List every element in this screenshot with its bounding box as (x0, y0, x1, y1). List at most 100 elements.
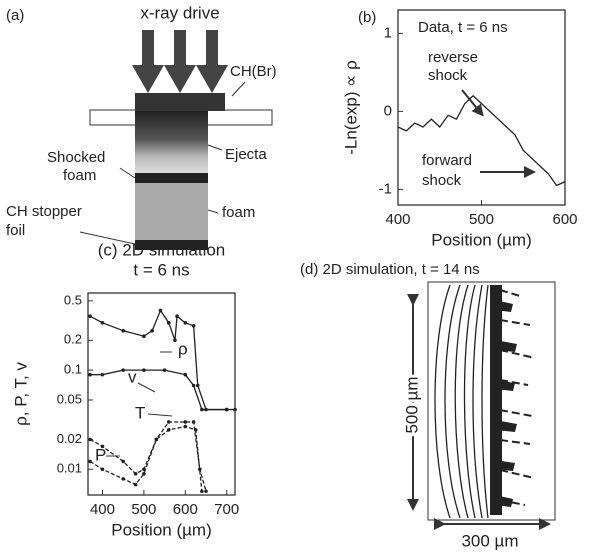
ejecta-label: Ejecta (225, 146, 267, 163)
data-point (195, 383, 200, 388)
data-point (191, 383, 196, 388)
x-tick-label: 600 (552, 211, 577, 228)
stopper-label: foil (6, 222, 25, 239)
panel-d: (d) 2D simulation, t = 14 ns 500 µm 500 … (300, 261, 556, 550)
data-point (133, 482, 138, 487)
data-point (142, 471, 146, 476)
data-point (88, 437, 92, 442)
data-point (200, 407, 204, 412)
data-point (121, 328, 125, 333)
annotation: shock (428, 67, 468, 84)
y-tick-label: -1 (379, 180, 392, 197)
plot-frame (87, 292, 236, 496)
annotation-arrow (461, 89, 484, 117)
leader (207, 144, 223, 151)
ablator-label: CH(Br) (230, 63, 277, 80)
data-point (191, 420, 196, 424)
x-tick-label: 600 (173, 501, 198, 518)
spikes (490, 285, 517, 515)
ablator (135, 93, 225, 111)
label-leader (147, 413, 173, 417)
annotation: Data, t = 6 ns (418, 19, 508, 36)
data-point (88, 314, 92, 319)
panel-label: (b) (358, 9, 376, 26)
data-point (204, 489, 208, 494)
data-point (191, 324, 196, 328)
drive-label: x-ray drive (140, 3, 219, 22)
panel-title: (d) 2D simulation, t = 14 ns (300, 261, 480, 278)
height-halo: 500 µm (402, 376, 421, 433)
data-point (183, 420, 188, 424)
data-point (121, 368, 125, 372)
y-tick-label: 0 (384, 102, 392, 119)
contours (434, 284, 536, 519)
data-point (183, 424, 188, 429)
series-line (397, 94, 566, 187)
x-axis-label: Position (µm) (431, 230, 531, 249)
foam-region (135, 183, 208, 240)
x-tick-label: 500 (131, 501, 156, 518)
series-line (89, 425, 203, 492)
width-label: 300 µm (461, 531, 518, 550)
data-point (121, 477, 125, 481)
data-point (100, 372, 105, 377)
series-line (90, 369, 227, 411)
data-point (142, 368, 146, 372)
series-line (89, 421, 207, 492)
data-point (175, 314, 179, 319)
leader (231, 81, 246, 97)
data-point (166, 428, 171, 432)
x-axis-label: Position (µm) (111, 520, 211, 539)
leader (79, 231, 136, 245)
data-point (173, 338, 177, 343)
data-point (224, 407, 229, 412)
drive-arrows (132, 30, 228, 93)
y-tick-label: 0.05 (57, 391, 82, 406)
y-tick-label: 0.01 (57, 461, 82, 476)
leader (207, 209, 219, 214)
panel-label: (a) (6, 7, 24, 24)
annotation: shock (422, 172, 462, 189)
annotation: forward (422, 152, 472, 169)
data-point (100, 444, 105, 449)
panel-a: (a) x-ray drive CH(Br) Ejecta Shocked fo… (6, 3, 277, 250)
series-label: P (95, 445, 106, 464)
x-tick-label: 500 (469, 211, 494, 228)
y-axis-label: -Ln(exp) ∝ ρ (341, 60, 360, 155)
y-tick-label: 0.1 (64, 362, 82, 377)
annotation: reverse (428, 49, 478, 66)
data-point (233, 407, 237, 412)
data-point (166, 420, 171, 424)
data-point (100, 467, 105, 472)
leader (119, 167, 136, 179)
data-point (166, 321, 171, 325)
y-tick-label: 0.2 (64, 332, 82, 347)
series-label: v (128, 367, 137, 386)
x-tick-label: 400 (90, 501, 115, 518)
chart-subtitle: t = 6 ns (133, 260, 189, 279)
stopper (135, 240, 208, 250)
data-point (183, 321, 188, 325)
data-point (142, 334, 146, 338)
data-point (158, 308, 163, 313)
x-tick-label: 400 (385, 211, 410, 228)
stopper-label: CH stopper (6, 203, 82, 220)
data-point (150, 328, 154, 333)
y-tick-label: 0.02 (57, 431, 82, 446)
data-point (200, 489, 204, 494)
series-label: ρ (178, 339, 188, 358)
y-axis-label: ρ, P, T, v (11, 362, 30, 426)
data-point (183, 372, 188, 377)
data-point (193, 428, 198, 432)
data-point (154, 437, 159, 442)
series-label: T (135, 403, 145, 422)
data-point (198, 467, 202, 472)
label-leader (137, 382, 156, 393)
data-point (88, 459, 92, 464)
y-tick-label: 1 (384, 24, 392, 41)
series-line (89, 309, 235, 411)
chart-title: (c) 2D simulation (98, 240, 226, 259)
ejecta-region (135, 111, 208, 173)
data-point (133, 471, 138, 476)
